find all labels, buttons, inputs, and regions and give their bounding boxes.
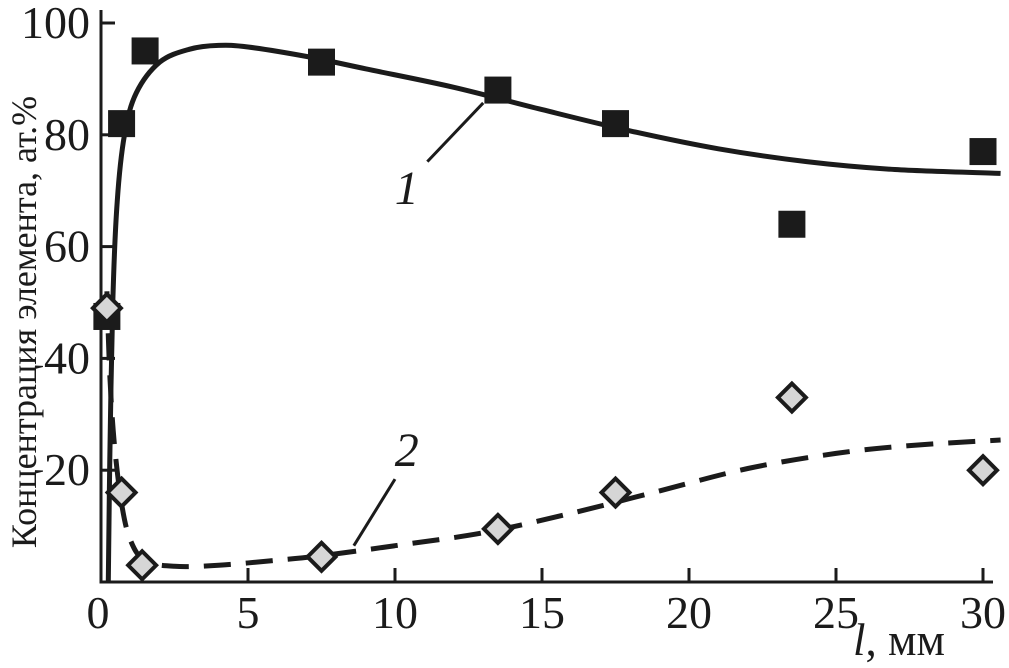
y-axis-label: Концентрация элемента, ат.%: [4, 96, 44, 548]
series-2-point: [966, 453, 1000, 488]
x-axis-label-symbol: l: [853, 615, 866, 665]
series-1-point: [131, 37, 159, 65]
x-tick-label: 30: [960, 587, 1006, 638]
x-tick-label: 20: [666, 587, 712, 638]
leader-line-2: [352, 478, 397, 547]
x-tick-label: 0: [87, 587, 110, 638]
plot-area: 0 5 10 15 20 25 30 20 40 60 80 100 1 2: [21, 0, 1006, 638]
series-1-point: [778, 210, 806, 238]
series-2-point: [90, 291, 124, 325]
axes-lines: [99, 10, 993, 584]
series-1-point: [969, 138, 997, 166]
x-axis-label-unit: , мм: [866, 615, 945, 665]
curve-label-1: 1: [395, 162, 419, 215]
series-1-point: [484, 76, 512, 104]
series-1-point: [108, 110, 136, 138]
series-2-point: [481, 512, 515, 546]
x-tick-label: 5: [237, 587, 260, 638]
curve-label-2: 2: [395, 424, 419, 477]
x-tick-label: 10: [372, 587, 418, 638]
y-tick-label: 40: [44, 332, 90, 383]
series-1-point: [308, 48, 335, 76]
x-tick-label: 15: [519, 587, 565, 638]
y-tick-label: 80: [44, 109, 90, 160]
curve-1: [105, 42, 1001, 583]
y-tick-label: 60: [44, 221, 90, 272]
x-axis-label: l, мм: [853, 615, 945, 665]
x-tick-label: 25: [813, 587, 859, 638]
curve-2: [104, 291, 1001, 570]
y-tick-label: 20: [44, 444, 90, 495]
y-tick-label: 100: [21, 0, 90, 48]
series-2-point: [775, 380, 809, 415]
series-1-point: [602, 110, 629, 138]
series-2-point: [104, 475, 139, 510]
series-2-point: [598, 475, 633, 510]
series-2-point: [304, 540, 339, 574]
leader-line-1: [426, 101, 485, 163]
series-2-point: [125, 548, 159, 583]
